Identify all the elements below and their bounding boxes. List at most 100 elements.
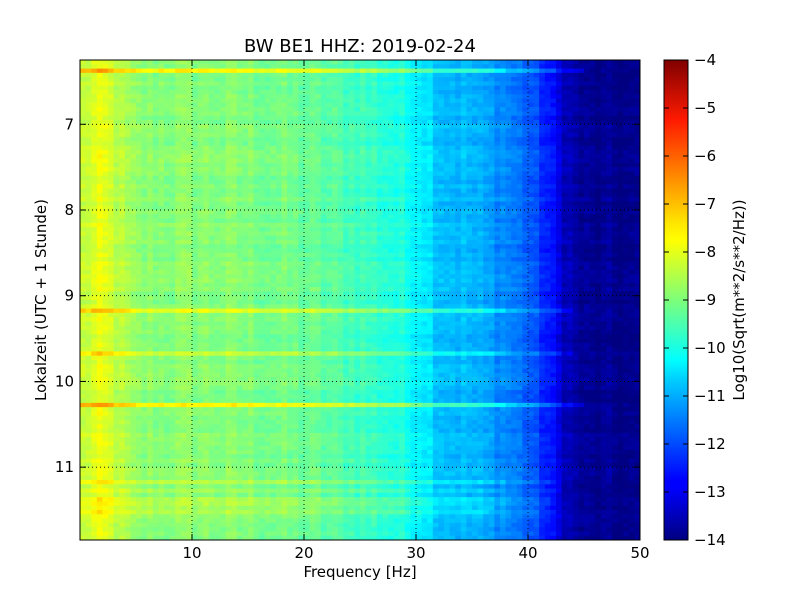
heatmap-cell [304, 162, 311, 168]
heatmap-cell [248, 154, 255, 160]
heatmap-cell [298, 240, 305, 245]
heatmap-cell [259, 214, 266, 220]
heatmap-cell [332, 137, 339, 143]
heatmap-cell [96, 132, 103, 138]
heatmap-cell [141, 120, 148, 125]
heatmap-cell [214, 248, 221, 254]
heatmap-cell [371, 231, 378, 237]
heatmap-cell [292, 132, 299, 138]
heatmap-cell [388, 85, 395, 91]
heatmap-cell [298, 111, 305, 117]
heatmap-cell [427, 214, 434, 220]
heatmap-cell [281, 252, 288, 258]
heatmap-cell [141, 261, 148, 267]
heatmap-cell [130, 222, 137, 228]
heatmap-cell [287, 171, 294, 177]
heatmap-cell [298, 90, 305, 95]
heatmap-cell [147, 137, 154, 143]
heatmap-cell [533, 115, 540, 121]
heatmap-cell [108, 240, 115, 245]
heatmap-cell [556, 252, 563, 258]
heatmap-cell [539, 214, 546, 220]
heatmap-cell [466, 270, 473, 275]
heatmap-cell [460, 77, 467, 83]
heatmap-cell [225, 257, 232, 263]
heatmap-cell [264, 270, 271, 275]
heatmap-cell [231, 180, 238, 185]
heatmap-cell [444, 102, 451, 108]
heatmap-cell [500, 214, 507, 220]
heatmap-cell [466, 60, 473, 65]
heatmap-cell [169, 244, 176, 250]
heatmap-cell [393, 68, 400, 74]
heatmap-cell [96, 184, 103, 190]
heatmap-cell [315, 261, 322, 267]
heatmap-cell [208, 265, 215, 271]
heatmap-cell [264, 120, 271, 125]
heatmap-cell [270, 145, 277, 151]
heatmap-cell [175, 197, 182, 203]
heatmap-cell [505, 205, 512, 211]
heatmap-cell [365, 210, 372, 215]
heatmap-cell [612, 132, 619, 138]
heatmap-cell [410, 162, 417, 168]
heatmap-cell [231, 261, 238, 267]
heatmap-cell [108, 214, 115, 220]
heatmap-cell [175, 231, 182, 237]
heatmap-cell [600, 124, 607, 130]
heatmap-cell [220, 102, 227, 108]
heatmap-cell [472, 85, 479, 91]
heatmap-cell [96, 201, 103, 207]
heatmap-cell [270, 192, 277, 198]
heatmap-cell [460, 90, 467, 95]
heatmap-cell [124, 231, 131, 237]
heatmap-cell [438, 222, 445, 228]
heatmap-cell [432, 132, 439, 138]
heatmap-cell [376, 248, 383, 254]
heatmap-cell [416, 137, 423, 143]
heatmap-cell [152, 60, 159, 65]
heatmap-cell [91, 150, 98, 155]
heatmap-cell [270, 244, 277, 250]
heatmap-cell [248, 261, 255, 267]
heatmap-cell [567, 77, 574, 83]
heatmap-cell [371, 197, 378, 203]
heatmap-cell [455, 205, 462, 211]
heatmap-cell [141, 85, 148, 91]
heatmap-cell [113, 210, 120, 215]
heatmap-cell [528, 132, 535, 138]
heatmap-cell [80, 184, 87, 190]
heatmap-cell [231, 115, 238, 121]
heatmap-cell [634, 107, 640, 113]
heatmap-cell [315, 240, 322, 245]
heatmap-cell [80, 222, 87, 228]
heatmap-cell [225, 210, 232, 215]
heatmap-cell [253, 248, 260, 254]
heatmap-cell [516, 167, 523, 173]
heatmap-cell [326, 201, 333, 207]
heatmap-cell [354, 270, 361, 275]
heatmap-cell [102, 128, 109, 134]
heatmap-cell [248, 257, 255, 263]
heatmap-cell [85, 150, 92, 155]
heatmap-cell [326, 180, 333, 185]
heatmap-cell [567, 171, 574, 177]
heatmap-cell [208, 162, 215, 168]
heatmap-cell [259, 115, 266, 121]
heatmap-cell [595, 128, 602, 134]
heatmap-cell [175, 162, 182, 168]
heatmap-cell [533, 231, 540, 237]
heatmap-cell [231, 270, 238, 275]
heatmap-cell [180, 257, 187, 263]
heatmap-cell [208, 248, 215, 254]
heatmap-cell [231, 64, 238, 70]
heatmap-cell [248, 158, 255, 164]
heatmap-cell [438, 158, 445, 164]
heatmap-cell [315, 184, 322, 190]
heatmap-cell [544, 60, 551, 65]
heatmap-cell [561, 244, 568, 250]
heatmap-cell [315, 64, 322, 70]
heatmap-cell [595, 244, 602, 250]
heatmap-cell [259, 158, 266, 164]
heatmap-cell [561, 218, 568, 224]
